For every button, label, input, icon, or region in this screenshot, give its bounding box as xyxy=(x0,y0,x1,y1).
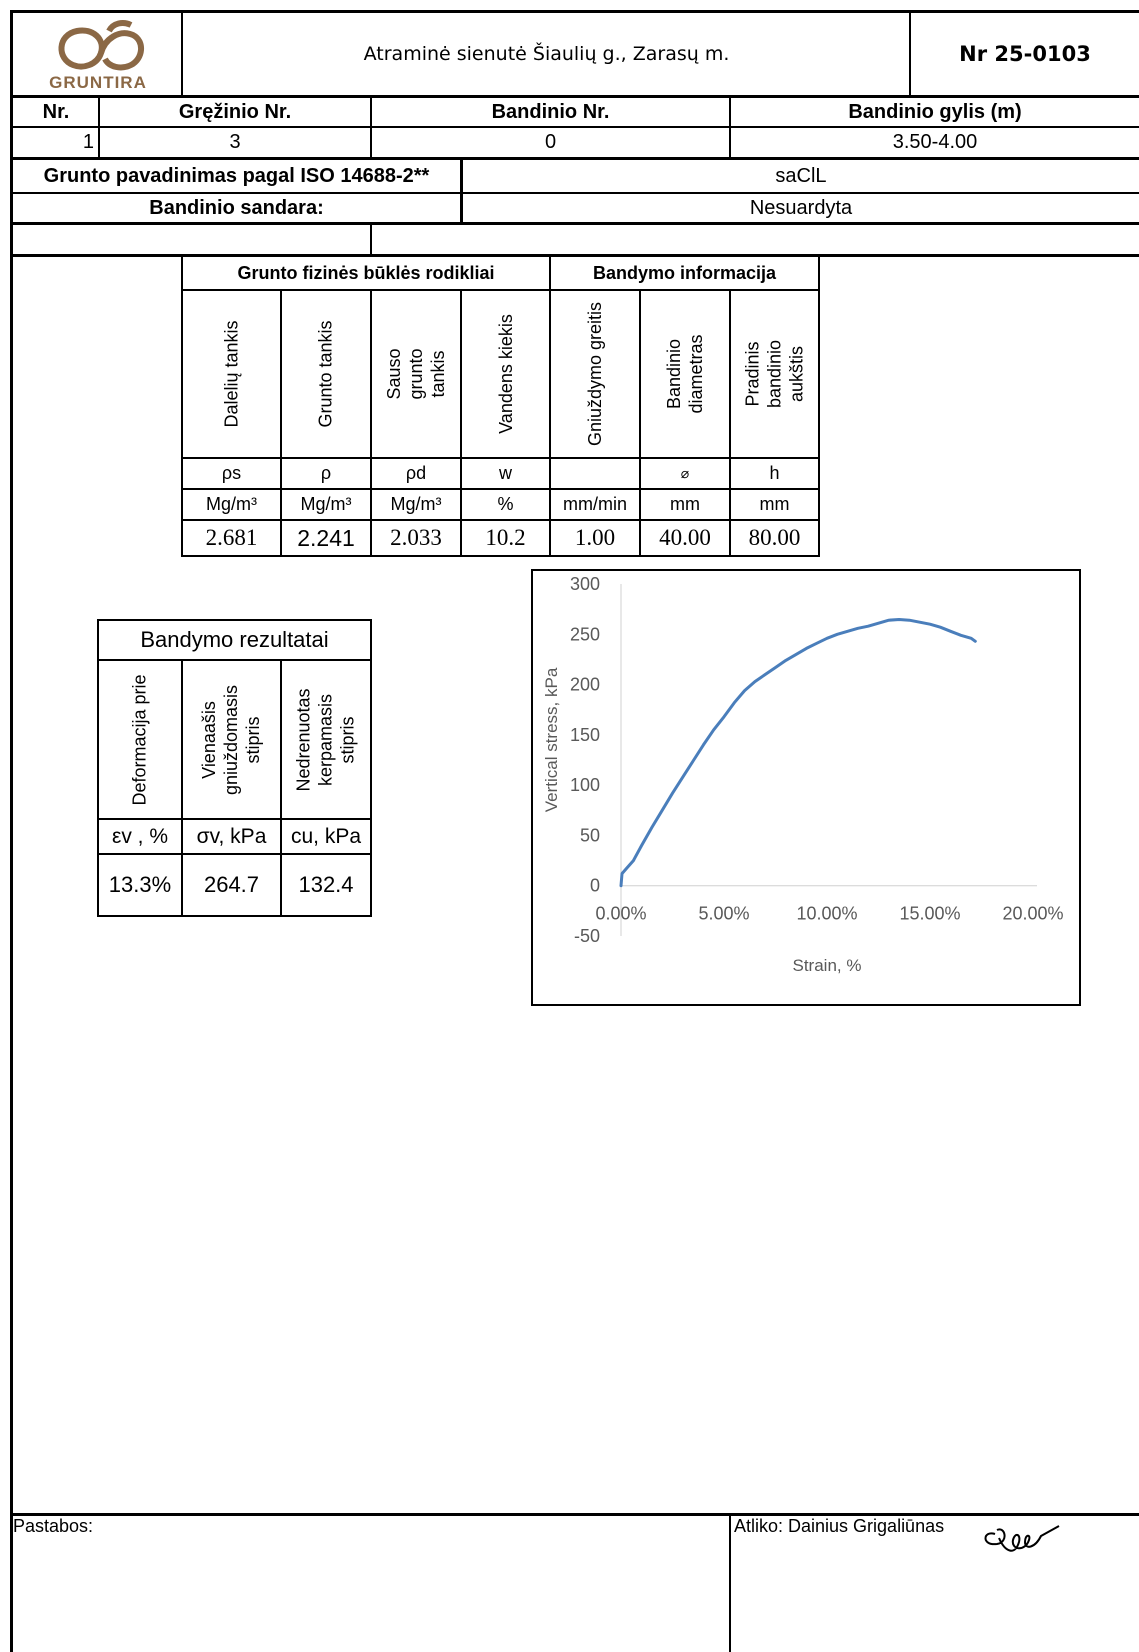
header-deformation: Deformacija prie xyxy=(130,673,151,806)
symbol-dry-density: ρd xyxy=(405,463,427,483)
y-tick-label: -50 xyxy=(574,926,600,946)
value-sample: 0 xyxy=(544,131,557,153)
results-title: Bandymo rezultatai xyxy=(140,627,329,652)
notes-label: Pastabos: xyxy=(13,1516,94,1536)
value-particle-density: 2.681 xyxy=(205,525,258,550)
value-borehole: 3 xyxy=(229,131,241,153)
header-uniaxial-strength: Vienaašis gniuždomasis stipris xyxy=(199,684,264,795)
logo-mark-icon xyxy=(58,20,144,71)
header-initial-height: Pradinis bandinio aukštis xyxy=(742,339,807,409)
col-header-nr: Nr. xyxy=(42,100,70,123)
header-water-content: Vandens kiekis xyxy=(495,314,516,434)
symbol-diameter: ⌀ xyxy=(680,465,690,481)
y-tick-label: 100 xyxy=(570,775,600,795)
value-water-content: 10.2 xyxy=(485,525,526,550)
physical-properties-table xyxy=(181,255,820,557)
stress-strain-chart: 300 250 200 150 100 50 0 -50 0.00% 5.00% 10.00% 15.… xyxy=(531,569,1081,1006)
value-depth: 3.50-4.00 xyxy=(892,131,978,153)
y-tick-label: 300 xyxy=(570,574,600,594)
value-nr: 1 xyxy=(82,131,94,153)
report-number: Nr 25-0103 xyxy=(959,42,1091,66)
unit-dry-density: Mg/m³ xyxy=(390,494,442,514)
symbol-water-content: w xyxy=(499,463,512,483)
logo-text: GRUNTIRA xyxy=(49,73,147,92)
unit-water-content: % xyxy=(497,494,514,514)
col-header-sample: Bandinio Nr. xyxy=(491,100,610,123)
unit-uniaxial-strength: σv, kPa xyxy=(196,825,267,848)
test-info-group-title: Bandymo informacija xyxy=(592,262,777,283)
col-header-depth: Bandinio gylis (m) xyxy=(848,100,1022,123)
col-header-borehole: Gręžinio Nr. xyxy=(178,100,292,123)
header-undrained-shear: Nedrenuotas kerpamasis stipris xyxy=(294,687,359,792)
soil-name-value: saClL xyxy=(775,164,827,187)
y-tick-label: 150 xyxy=(570,725,600,745)
x-tick-label: 15.00% xyxy=(899,904,960,924)
unit-undrained-shear: cu, kPa xyxy=(290,825,362,848)
unit-soil-density: Mg/m³ xyxy=(300,494,352,514)
signature xyxy=(975,1512,1065,1562)
unit-diameter: mm xyxy=(670,494,700,514)
y-tick-label: 200 xyxy=(570,675,600,695)
y-tick-label: 0 xyxy=(590,876,600,896)
y-tick-label: 50 xyxy=(580,825,600,845)
header-dry-density: Sauso grunto tankis xyxy=(384,348,448,400)
value-height: 80.00 xyxy=(748,525,801,550)
stress-strain-series-line xyxy=(619,618,977,888)
value-diameter: 40.00 xyxy=(659,525,711,550)
unit-deformation: εv , % xyxy=(111,825,169,848)
project-title: Atraminė sienutė Šiaulių g., Zarasų m. xyxy=(363,43,730,65)
header-soil-density: Grunto tankis xyxy=(316,320,336,428)
value-dry-density: 2.033 xyxy=(390,525,442,550)
performed-by: Atliko: Dainius Grigaliūnas xyxy=(734,1516,945,1536)
x-axis-title: Strain, % xyxy=(793,956,862,975)
unit-particle-density: Mg/m³ xyxy=(206,494,257,514)
results-table xyxy=(97,619,372,917)
value-soil-density: 2.241 xyxy=(297,524,355,551)
x-tick-label: 10.00% xyxy=(796,904,857,924)
symbol-height: h xyxy=(769,463,780,483)
value-loading-rate: 1.00 xyxy=(574,525,616,550)
value-undrained-shear: 132.4 xyxy=(298,872,354,897)
chart-plot: 300 250 200 150 100 50 0 -500.00% 5.00% 10.00% 15.… xyxy=(542,574,1064,975)
symbol-soil-density: ρ xyxy=(320,463,332,483)
value-uniaxial-strength: 264.7 xyxy=(203,872,260,897)
header-loading-rate: Gniuždymo greitis xyxy=(585,301,605,447)
header-particle-density: Dalelių tankis xyxy=(221,320,242,428)
y-tick-label: 250 xyxy=(570,624,600,644)
unit-height: mm xyxy=(759,494,790,514)
structure-value: Nesuardyta xyxy=(749,196,853,219)
structure-label: Bandinio sandara: xyxy=(149,196,324,219)
symbol-particle-density: ρs xyxy=(221,463,242,483)
x-tick-label: 5.00% xyxy=(698,904,749,924)
physical-group-title: Grunto fizinės būklės rodikliai xyxy=(237,262,495,283)
y-axis-title: Vertical stress, kPa xyxy=(542,667,561,812)
soil-name-label: Grunto pavadinimas pagal ISO 14688-2** xyxy=(43,164,430,187)
unit-loading-rate: mm/min xyxy=(563,494,627,514)
x-tick-label: 0.00% xyxy=(595,904,646,924)
header-sample-diameter: Bandinio diametras xyxy=(664,334,706,414)
x-tick-label: 20.00% xyxy=(1002,904,1063,924)
company-logo xyxy=(13,13,181,95)
value-deformation: 13.3% xyxy=(108,872,172,897)
symbol-loading-rate xyxy=(551,459,639,488)
